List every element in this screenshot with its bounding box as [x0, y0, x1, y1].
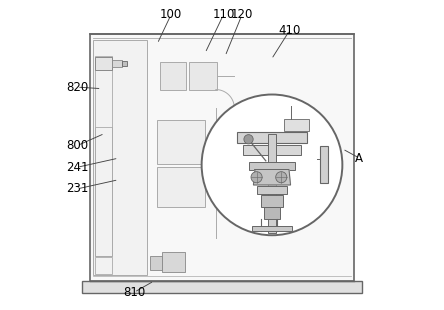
Bar — [243, 145, 301, 155]
Circle shape — [244, 135, 253, 144]
Polygon shape — [254, 170, 290, 185]
Text: 100: 100 — [160, 8, 182, 21]
Bar — [261, 195, 283, 206]
Bar — [189, 62, 217, 90]
Text: 120: 120 — [231, 8, 253, 21]
Bar — [90, 34, 354, 281]
Bar — [93, 40, 147, 275]
Text: A: A — [355, 152, 363, 165]
Text: 810: 810 — [123, 286, 145, 299]
Bar — [157, 167, 205, 207]
Bar — [160, 62, 186, 90]
Bar — [162, 252, 185, 272]
Bar — [257, 186, 287, 194]
Text: 800: 800 — [66, 139, 88, 152]
Text: 410: 410 — [279, 24, 301, 37]
Bar — [284, 119, 309, 131]
Text: 820: 820 — [66, 81, 88, 94]
Circle shape — [251, 172, 262, 183]
Bar — [95, 55, 112, 256]
Bar — [82, 281, 362, 293]
Bar — [112, 60, 122, 67]
Text: 241: 241 — [66, 161, 88, 174]
Circle shape — [276, 172, 287, 183]
Bar — [249, 162, 295, 170]
Bar — [95, 57, 112, 69]
Bar — [268, 134, 276, 233]
Bar — [122, 61, 127, 66]
Bar — [151, 256, 162, 270]
Bar — [320, 146, 328, 184]
Bar — [95, 126, 112, 256]
Bar — [252, 226, 292, 231]
Text: 231: 231 — [66, 183, 88, 195]
Text: 110: 110 — [212, 8, 235, 21]
Bar — [237, 131, 308, 143]
Bar — [95, 257, 112, 274]
Bar — [264, 207, 280, 219]
Bar — [157, 121, 205, 164]
Circle shape — [202, 95, 342, 235]
